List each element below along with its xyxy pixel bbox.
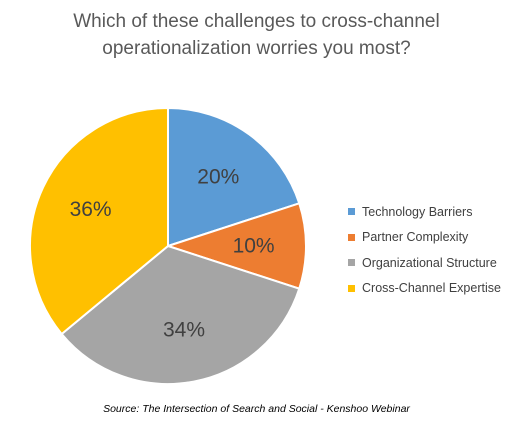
chart-title: Which of these challenges to cross-chann…: [0, 8, 513, 62]
legend-item-cross-channel-expertise: Cross-Channel Expertise: [348, 276, 501, 302]
legend-label: Organizational Structure: [362, 255, 497, 270]
legend-swatch: [348, 284, 355, 292]
pie-slice-cross-channel-expertise: [29, 106, 169, 336]
chart-title-line-2: operationalization worries you most?: [102, 38, 411, 59]
legend-label: Technology Barriers: [362, 204, 473, 219]
legend-item-partner-complexity: Partner Complexity: [348, 225, 501, 251]
pie-slice-partner-complexity: [164, 202, 307, 290]
pie-data-label: 34%: [163, 319, 205, 342]
pie-slice-organizational-structure: [60, 244, 301, 385]
pie-slice-technology-barriers: [167, 106, 301, 248]
legend-swatch: [348, 233, 355, 241]
pie-data-label: 36%: [70, 198, 112, 221]
pie-data-label: 20%: [197, 165, 239, 188]
chart-title-line-1: Which of these challenges to cross-chann…: [73, 11, 440, 32]
legend-label: Cross-Channel Expertise: [362, 281, 501, 296]
legend: Technology Barriers Partner Complexity O…: [348, 199, 501, 301]
source-note: Source: The Intersection of Search and S…: [103, 403, 410, 415]
pie-data-label: 10%: [233, 235, 275, 258]
legend-item-organizational-structure: Organizational Structure: [348, 250, 501, 276]
legend-swatch: [348, 208, 355, 216]
legend-item-technology-barriers: Technology Barriers: [348, 199, 501, 225]
legend-swatch: [348, 259, 355, 267]
legend-label: Partner Complexity: [362, 230, 469, 245]
